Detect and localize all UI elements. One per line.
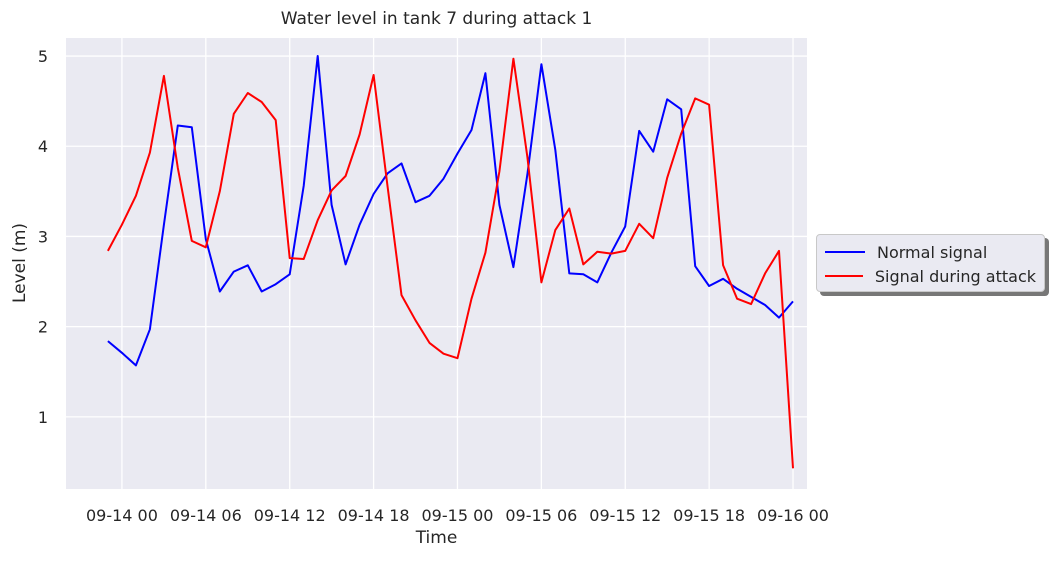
chart-title: Water level in tank 7 during attack 1	[280, 9, 593, 29]
legend-swatch-attack	[825, 275, 863, 277]
y-tick-label: 3	[38, 227, 48, 246]
y-tick-label: 5	[38, 47, 48, 66]
plot-area	[66, 38, 807, 489]
legend-label-normal: Normal signal	[877, 242, 988, 262]
y-tick-labels: 1 2 3 4 5	[38, 47, 48, 427]
x-axis-label: Time	[415, 528, 458, 548]
legend-item-normal: Normal signal	[825, 240, 1036, 264]
x-tick-label: 09-15 18	[673, 506, 745, 525]
y-tick-label: 1	[38, 408, 48, 427]
legend-item-attack: Signal during attack	[825, 264, 1036, 288]
x-tick-label: 09-15 12	[589, 506, 661, 525]
series-lines	[107, 55, 794, 469]
y-axis-label: Level (m)	[10, 222, 30, 304]
legend: Normal signal Signal during attack	[816, 234, 1045, 292]
legend-swatch-normal	[825, 251, 865, 253]
y-tick-label: 2	[38, 318, 48, 337]
x-tick-labels: 09-14 00 09-14 06 09-14 12 09-14 18 09-15 00…	[86, 506, 829, 525]
x-tick-label: 09-14 06	[170, 506, 242, 525]
x-tick-label: 09-16 00	[757, 506, 829, 525]
y-tick-label: 4	[38, 137, 48, 156]
x-tick-label: 09-14 12	[254, 506, 326, 525]
series-line-normal	[107, 55, 794, 367]
series-line-attack	[107, 57, 794, 469]
x-tick-label: 09-15 00	[422, 506, 494, 525]
x-tick-label: 09-15 06	[505, 506, 577, 525]
legend-label-attack: Signal during attack	[874, 266, 1036, 286]
x-tick-label: 09-14 00	[86, 506, 158, 525]
x-tick-label: 09-14 18	[338, 506, 410, 525]
